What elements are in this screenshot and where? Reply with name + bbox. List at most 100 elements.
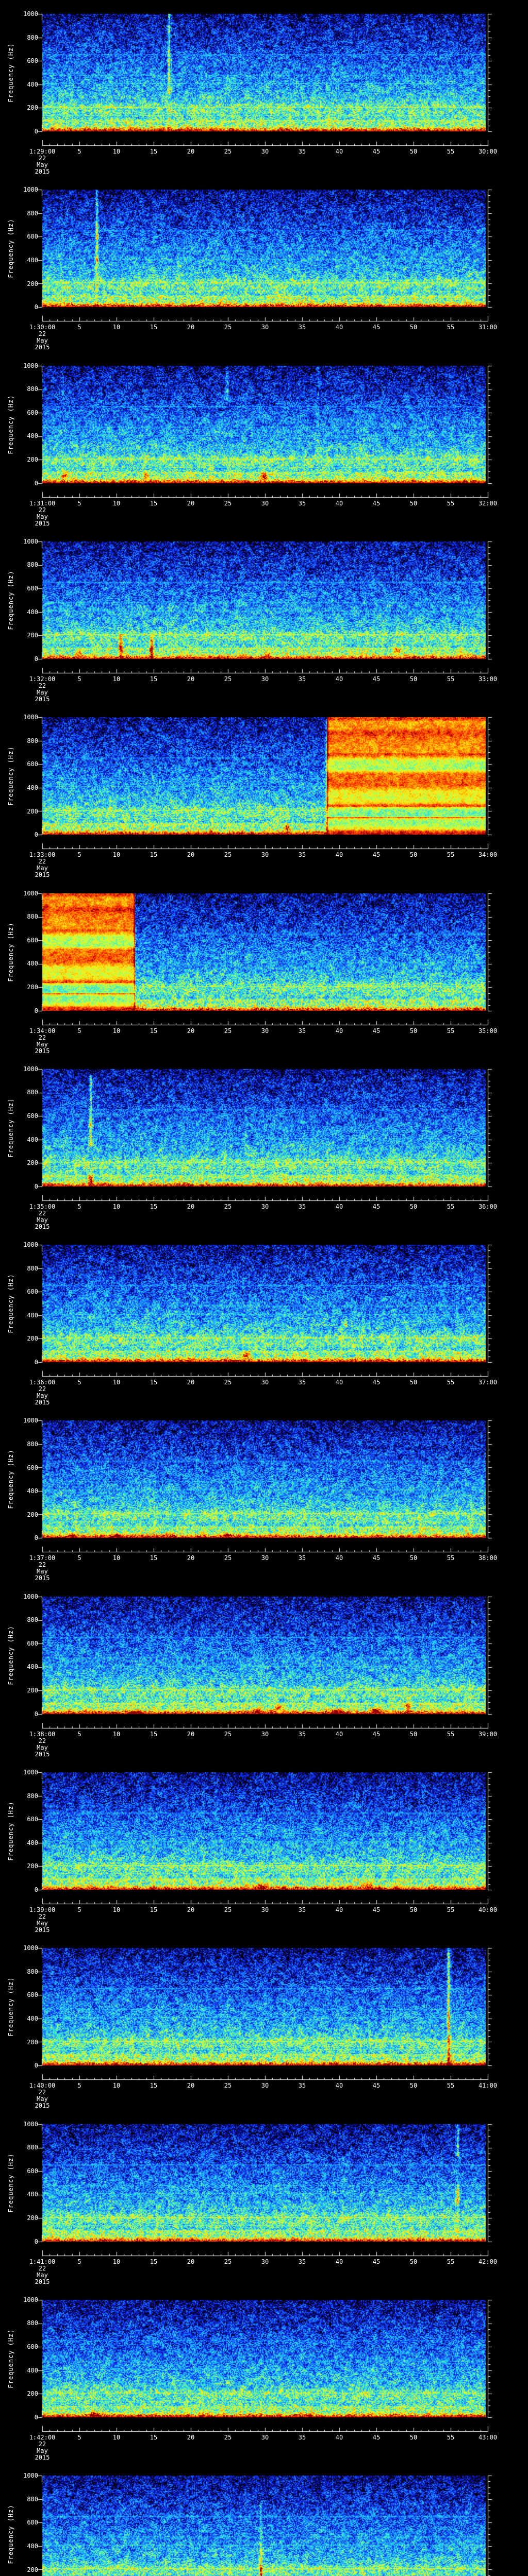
panel-start-time-label: 1:38:00 — [29, 1730, 56, 1738]
time-tick-label: 45 — [372, 2258, 381, 2265]
time-tick-label: 55 — [447, 1027, 455, 1035]
date-line: 2015 — [35, 2278, 50, 2285]
time-tick-label: 40 — [335, 324, 343, 331]
time-tick-label: 50 — [409, 1379, 418, 1386]
frequency-tick-label: 400 — [27, 2366, 38, 2374]
time-tick-label: 30 — [261, 1906, 269, 1913]
time-tick-label: 45 — [372, 675, 381, 683]
time-tick-label: 50 — [409, 1906, 418, 1913]
time-tick-label: 35 — [298, 675, 306, 683]
time-tick-label: 10 — [112, 2433, 121, 2441]
time-tick-label: 15 — [150, 1202, 158, 1210]
time-tick-label: 20 — [187, 1554, 195, 1562]
date-line: May — [37, 1743, 48, 1751]
date-line: May — [37, 865, 48, 872]
frequency-axis-title: Frequency (Hz) — [7, 2153, 14, 2213]
frequency-tick-label: 400 — [27, 1311, 38, 1319]
frequency-tick-label: 1000 — [23, 10, 38, 18]
date-line: 22 — [38, 2264, 46, 2272]
frequency-axis-title: Frequency (Hz) — [7, 2329, 14, 2388]
panel-end-time-label: 43:00 — [478, 2433, 498, 2441]
date-line: May — [37, 513, 48, 520]
time-tick-label: 20 — [187, 2082, 195, 2090]
date-line: 2015 — [35, 1750, 50, 1758]
date-line: 2015 — [35, 1047, 50, 1055]
time-tick-label: 20 — [187, 851, 195, 859]
frequency-tick-label: 200 — [27, 632, 38, 639]
date-line: May — [37, 161, 48, 168]
panel-date-label: 22 May 2015 — [22, 1386, 63, 1406]
frequency-tick-label: 0 — [34, 655, 38, 663]
spectrogram-canvas — [0, 2285, 528, 2462]
time-tick-label: 15 — [150, 851, 158, 859]
spectrogram-canvas — [0, 176, 528, 352]
time-tick-label: 40 — [335, 1906, 343, 1913]
time-tick-label: 55 — [447, 2258, 455, 2265]
panel-end-time-label: 37:00 — [478, 1379, 498, 1386]
frequency-axis-title: Frequency (Hz) — [7, 1801, 14, 1861]
time-tick-label: 50 — [409, 148, 418, 155]
frequency-tick-label: 200 — [27, 1335, 38, 1343]
frequency-tick-label: 0 — [34, 2413, 38, 2421]
spectrogram-canvas — [0, 2110, 528, 2286]
date-line: 2015 — [35, 2102, 50, 2110]
frequency-tick-label: 400 — [27, 608, 38, 616]
panel-start-time-label: 1:30:00 — [29, 324, 56, 331]
frequency-tick-label: 800 — [27, 1440, 38, 1448]
time-tick-label: 45 — [372, 1202, 381, 1210]
frequency-tick-label: 400 — [27, 1839, 38, 1846]
date-line: May — [37, 1568, 48, 1575]
time-tick-label: 55 — [447, 851, 455, 859]
time-tick-label: 25 — [224, 675, 232, 683]
time-tick-label: 20 — [187, 148, 195, 155]
spectrogram-panel: Frequency (Hz) 1:38:00 39:00 22 May 2015 0… — [0, 1582, 528, 1759]
time-tick-label: 15 — [150, 2258, 158, 2265]
date-line: May — [37, 1040, 48, 1048]
time-tick-label: 50 — [409, 1554, 418, 1562]
time-tick-label: 15 — [150, 1027, 158, 1035]
time-tick-label: 35 — [298, 1202, 306, 1210]
frequency-tick-label: 800 — [27, 1792, 38, 1800]
spectrogram-canvas — [0, 2462, 528, 2576]
time-tick-label: 40 — [335, 1554, 343, 1562]
frequency-tick-label: 400 — [27, 960, 38, 968]
spectrogram-panel: Frequency (Hz) 1:32:00 33:00 22 May 2015 0… — [0, 527, 528, 704]
time-tick-label: 20 — [187, 1202, 195, 1210]
frequency-axis-title: Frequency (Hz) — [7, 1977, 14, 2037]
time-tick-label: 55 — [447, 499, 455, 507]
time-tick-label: 15 — [150, 1379, 158, 1386]
time-tick-label: 50 — [409, 2258, 418, 2265]
panel-date-label: 22 May 2015 — [22, 682, 63, 703]
panel-end-time-label: 36:00 — [478, 1202, 498, 1210]
frequency-tick-label: 600 — [27, 1464, 38, 1471]
frequency-tick-label: 600 — [27, 409, 38, 416]
time-tick-label: 10 — [112, 324, 121, 331]
panel-date-label: 22 May 2015 — [22, 1737, 63, 1758]
panel-date-label: 22 May 2015 — [22, 1913, 63, 1934]
date-line: 2015 — [35, 871, 50, 879]
panel-end-time-label: 34:00 — [478, 851, 498, 859]
time-tick-label: 20 — [187, 1906, 195, 1913]
spectrogram-canvas — [0, 1582, 528, 1759]
frequency-tick-label: 1000 — [23, 186, 38, 194]
time-tick-label: 40 — [335, 1379, 343, 1386]
time-tick-label: 25 — [224, 851, 232, 859]
panel-date-label: 22 May 2015 — [22, 2265, 63, 2285]
spectrogram-panel: Frequency (Hz) 1:42:00 43:00 22 May 2015 0… — [0, 2285, 528, 2462]
panel-date-label: 22 May 2015 — [22, 1034, 63, 1055]
spectrogram-panel: Frequency (Hz) 1:37:00 38:00 22 May 2015 0… — [0, 1406, 528, 1583]
frequency-tick-label: 800 — [27, 913, 38, 921]
frequency-tick-label: 600 — [27, 1112, 38, 1120]
time-tick-label: 35 — [298, 1906, 306, 1913]
time-tick-label: 30 — [261, 1379, 269, 1386]
panel-date-label: 22 May 2015 — [22, 858, 63, 878]
time-tick-label: 35 — [298, 1554, 306, 1562]
frequency-tick-label: 200 — [27, 104, 38, 112]
date-line: 22 — [38, 1913, 46, 1920]
time-tick-label: 45 — [372, 1379, 381, 1386]
time-tick-label: 25 — [224, 148, 232, 155]
frequency-axis-title: Frequency (Hz) — [7, 43, 14, 103]
time-tick-label: 50 — [409, 675, 418, 683]
frequency-tick-label: 400 — [27, 257, 38, 264]
time-tick-label: 50 — [409, 851, 418, 859]
